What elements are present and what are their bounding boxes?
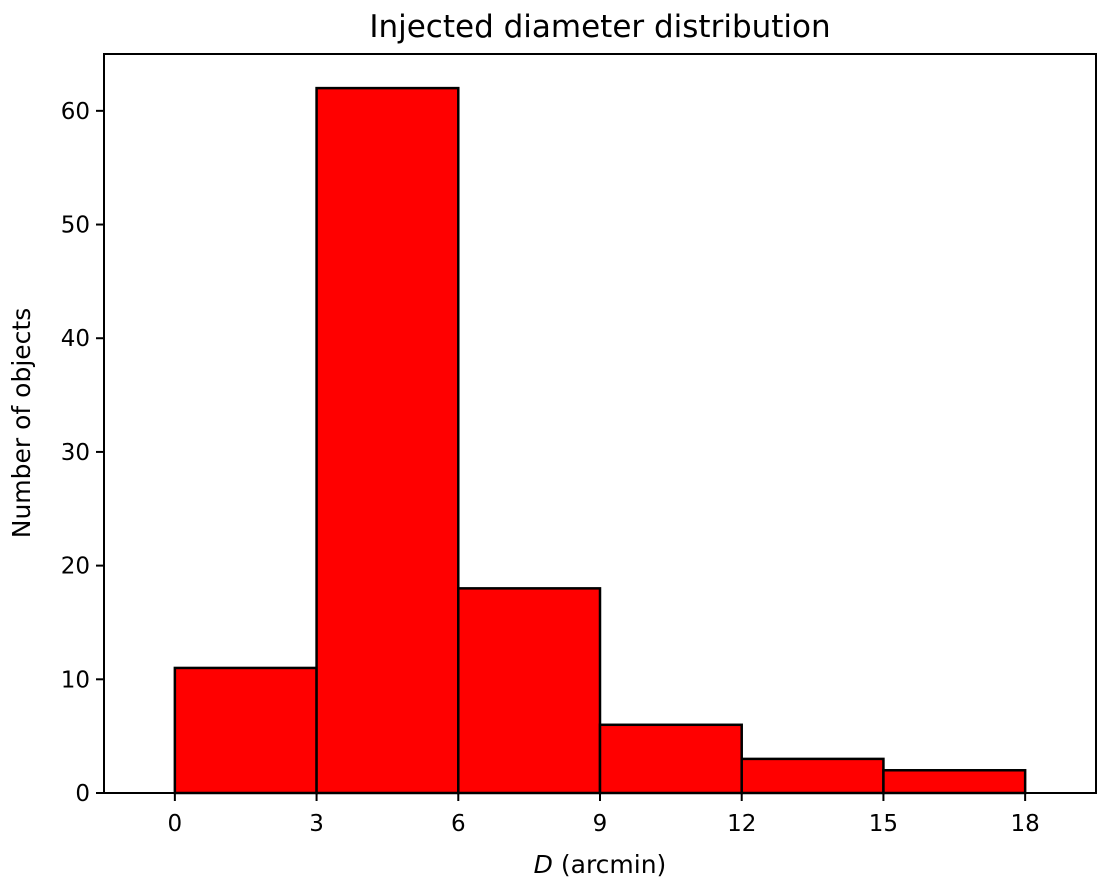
x-tick-label: 18 [1011,811,1040,837]
y-tick-label: 50 [61,213,90,239]
y-tick-label: 10 [61,667,90,693]
x-axis-label: D (arcmin) [534,850,667,879]
x-axis-label-var: D [534,850,553,879]
bar-6-9 [457,587,602,795]
y-tick-label: 0 [75,781,90,807]
x-tick-label: 0 [168,811,183,837]
y-tick-label: 40 [61,326,90,352]
x-axis-ticks: 0 3 6 9 12 15 18 [168,793,1040,837]
bar-0-3 [173,666,318,795]
bars-group [173,86,1027,795]
x-tick-label: 3 [309,811,324,837]
x-axis-label-unit: (arcmin) [553,850,666,879]
x-tick-label: 9 [593,811,608,837]
y-axis-label: Number of objects [7,308,36,538]
bar-3-6 [315,86,460,795]
bar-12-15 [740,757,885,795]
x-tick-label: 15 [869,811,898,837]
y-tick-label: 30 [61,440,90,466]
y-tick-label: 20 [61,554,90,580]
bar-15-18 [882,769,1027,795]
x-tick-label: 12 [727,811,756,837]
y-axis-ticks: 0 10 20 30 40 50 60 [61,99,104,807]
chart-title: Injected diameter distribution [369,9,830,45]
x-tick-label: 6 [451,811,466,837]
bar-9-12 [598,723,743,795]
y-tick-label: 60 [61,99,90,125]
